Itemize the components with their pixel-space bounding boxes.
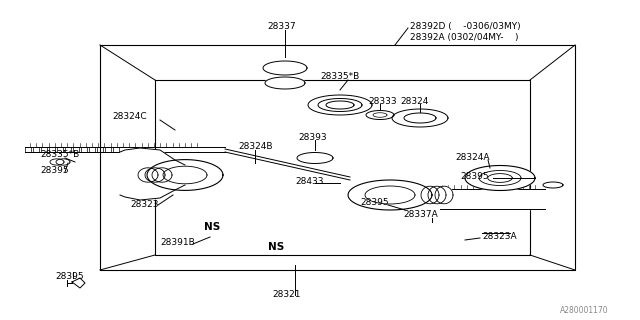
- Polygon shape: [348, 180, 432, 210]
- Polygon shape: [428, 186, 446, 204]
- Text: 28321: 28321: [272, 290, 301, 299]
- Polygon shape: [326, 101, 354, 109]
- Polygon shape: [392, 109, 448, 127]
- Text: 28392D (    -0306/03MY): 28392D ( -0306/03MY): [410, 22, 520, 31]
- Text: 28324A: 28324A: [455, 153, 490, 162]
- Polygon shape: [145, 168, 165, 182]
- Text: 28333: 28333: [368, 97, 397, 106]
- Text: 28324: 28324: [400, 97, 428, 106]
- Text: 28323A: 28323A: [482, 232, 516, 241]
- Text: 28433: 28433: [295, 177, 323, 186]
- Polygon shape: [404, 113, 436, 123]
- Polygon shape: [263, 61, 307, 75]
- Text: 28393: 28393: [298, 133, 326, 142]
- Polygon shape: [265, 77, 305, 89]
- Polygon shape: [318, 99, 362, 111]
- Polygon shape: [308, 95, 372, 115]
- Polygon shape: [147, 160, 223, 190]
- Text: 28395: 28395: [360, 198, 388, 207]
- Polygon shape: [50, 159, 64, 165]
- Text: 28395: 28395: [40, 166, 68, 175]
- Polygon shape: [421, 186, 439, 204]
- Text: 28335*B: 28335*B: [320, 72, 359, 81]
- Text: 28391B: 28391B: [160, 238, 195, 247]
- Text: 28395: 28395: [55, 272, 84, 281]
- Polygon shape: [297, 153, 333, 164]
- Text: NS: NS: [204, 222, 220, 232]
- Polygon shape: [72, 278, 85, 288]
- Text: 28323: 28323: [130, 200, 159, 209]
- Polygon shape: [56, 159, 70, 165]
- Text: 28324B: 28324B: [238, 142, 273, 151]
- Text: 28395: 28395: [460, 172, 488, 181]
- Polygon shape: [543, 182, 563, 188]
- Polygon shape: [366, 110, 394, 119]
- Text: 28324C: 28324C: [112, 112, 147, 121]
- Text: 28335*B: 28335*B: [40, 150, 79, 159]
- Polygon shape: [152, 168, 172, 182]
- Text: 28337A: 28337A: [403, 210, 438, 219]
- Polygon shape: [435, 186, 453, 204]
- Polygon shape: [465, 165, 535, 190]
- Text: 28337: 28337: [267, 22, 296, 31]
- Text: 28392A (0302/04MY-    ): 28392A (0302/04MY- ): [410, 33, 518, 42]
- Polygon shape: [138, 168, 158, 182]
- Text: NS: NS: [268, 242, 284, 252]
- Text: A280001170: A280001170: [560, 306, 609, 315]
